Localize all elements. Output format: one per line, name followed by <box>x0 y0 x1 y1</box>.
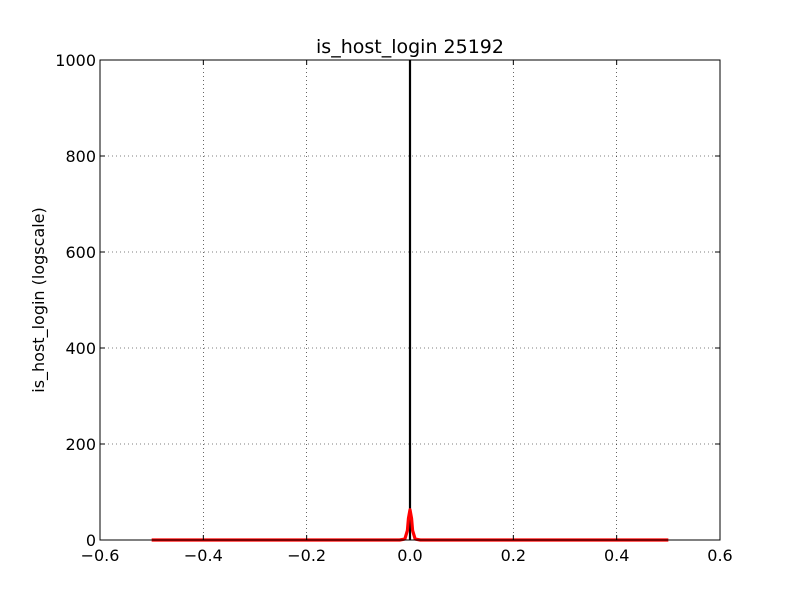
tick-layer: −0.6 −0.4 −0.2 0.0 0.2 0.4 0.6 0 200 400 600 800 100… <box>55 51 732 565</box>
y-tick-label: 1000 <box>55 51 96 70</box>
y-tick-label: 400 <box>65 339 96 358</box>
x-tick-label: −0.4 <box>184 546 223 565</box>
y-tick-label: 0 <box>86 531 96 550</box>
x-tick-label: −0.6 <box>81 546 120 565</box>
x-tick-label: −0.2 <box>287 546 326 565</box>
y-tick-label: 600 <box>65 243 96 262</box>
y-axis-label: is_host_login (logscale) <box>29 207 49 392</box>
x-tick-label: 0.0 <box>397 546 422 565</box>
x-tick-label: 0.2 <box>501 546 526 565</box>
chart-title: is_host_login 25192 <box>316 36 504 58</box>
x-tick-label: 0.4 <box>604 546 629 565</box>
y-tick-label: 200 <box>65 435 96 454</box>
density-curve-line <box>151 508 669 542</box>
x-tick-label: 0.6 <box>707 546 732 565</box>
y-tick-label: 800 <box>65 147 96 166</box>
data-layer <box>151 60 669 542</box>
